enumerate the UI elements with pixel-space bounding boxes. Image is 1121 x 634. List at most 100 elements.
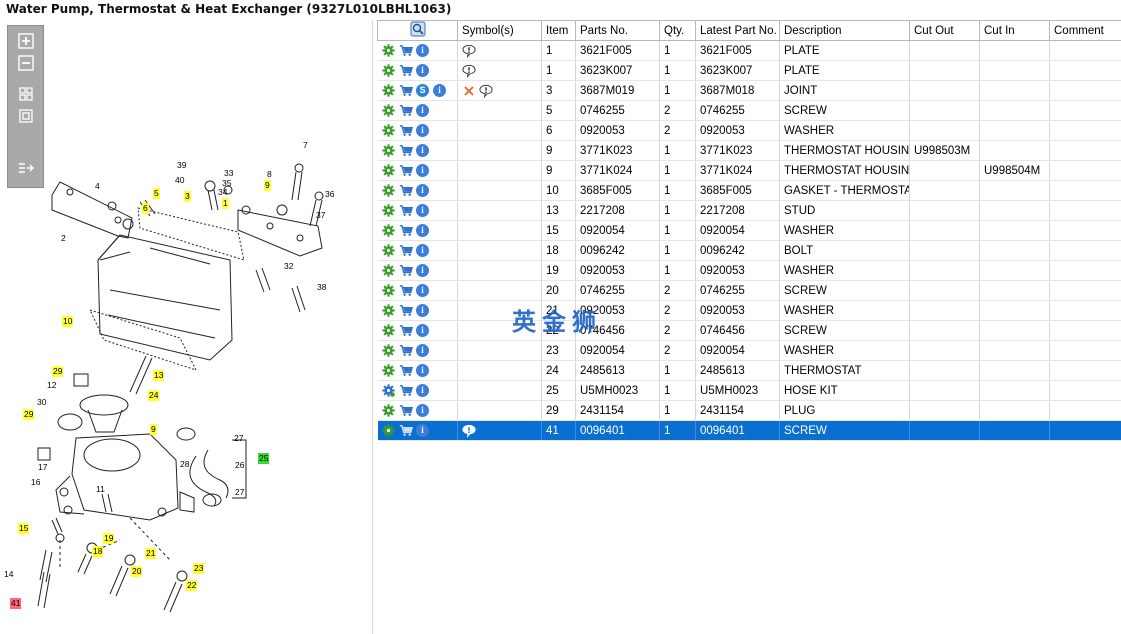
gear-icon[interactable]	[382, 124, 396, 138]
info-icon[interactable]: i	[416, 324, 430, 338]
gear-icon[interactable]	[382, 344, 396, 358]
callout-23[interactable]: 23	[193, 563, 205, 574]
callout-15[interactable]: 15	[18, 523, 30, 534]
callout-10[interactable]: 10	[62, 316, 74, 327]
info-icon[interactable]: i	[416, 364, 430, 378]
info-icon[interactable]: i	[416, 284, 430, 298]
cart-icon[interactable]	[399, 384, 413, 398]
table-row[interactable]: i 24 2485613 1 2485613 THERMOSTAT	[377, 360, 1121, 381]
note-icon[interactable]	[462, 424, 476, 438]
column-header-actions[interactable]	[377, 20, 458, 41]
zoom-in-icon[interactable]	[17, 33, 35, 49]
discontinued-icon[interactable]	[462, 84, 476, 98]
info-icon[interactable]: i	[416, 104, 430, 118]
info-icon[interactable]: i	[416, 224, 430, 238]
cart-icon[interactable]	[399, 44, 413, 58]
gear-icon[interactable]	[382, 224, 396, 238]
zoom-out-icon[interactable]	[17, 55, 35, 71]
callout-20[interactable]: 20	[131, 566, 143, 577]
info-icon[interactable]: i	[416, 404, 430, 418]
gear-icon[interactable]	[382, 364, 396, 378]
table-row[interactable]: i 18 0096242 1 0096242 BOLT	[377, 240, 1121, 261]
column-header-qty[interactable]: Qty.	[659, 20, 696, 41]
table-row[interactable]: i 22 0746456 2 0746456 SCREW	[377, 320, 1121, 341]
callout-13[interactable]: 13	[153, 370, 165, 381]
table-row[interactable]: i 5 0746255 2 0746255 SCREW	[377, 100, 1121, 121]
export-icon[interactable]	[17, 161, 35, 177]
table-row[interactable]: i 41 0096401 1 0096401 SCREW	[377, 420, 1121, 441]
callout-6[interactable]: 6	[142, 203, 149, 214]
callout-29[interactable]: 29	[52, 366, 64, 377]
gear-icon[interactable]	[382, 424, 396, 438]
info-icon[interactable]: i	[416, 164, 430, 178]
cart-icon[interactable]	[399, 64, 413, 78]
column-header-parts-no[interactable]: Parts No.	[575, 20, 660, 41]
gear-icon[interactable]	[382, 324, 396, 338]
table-row[interactable]: i 25 U5MH0023 1 U5MH0023 HOSE KIT	[377, 380, 1121, 401]
callout-25[interactable]: 25	[258, 453, 270, 464]
gear-icon[interactable]	[382, 264, 396, 278]
column-header-cut-in[interactable]: Cut In	[979, 20, 1050, 41]
gear-icon[interactable]	[382, 184, 396, 198]
column-header-cut-out[interactable]: Cut Out	[909, 20, 980, 41]
column-header-item[interactable]: Item	[541, 20, 576, 41]
table-row[interactable]: i 23 0920054 2 0920054 WASHER	[377, 340, 1121, 361]
table-row[interactable]: i 9 3771K024 1 3771K024 THERMOSTAT HOUSING U99…	[377, 160, 1121, 181]
cart-icon[interactable]	[399, 204, 413, 218]
info-icon[interactable]: i	[416, 44, 430, 58]
cart-icon[interactable]	[399, 164, 413, 178]
note-icon[interactable]	[479, 84, 493, 98]
info-icon[interactable]: i	[416, 244, 430, 258]
cart-icon[interactable]	[399, 224, 413, 238]
gear-icon[interactable]	[382, 64, 396, 78]
gear-icon[interactable]	[382, 44, 396, 58]
cart-icon[interactable]	[399, 344, 413, 358]
info-icon[interactable]: i	[416, 344, 430, 358]
table-row[interactable]: i 13 2217208 1 2217208 STUD	[377, 200, 1121, 221]
cart-icon[interactable]	[399, 404, 413, 418]
table-row[interactable]: i 19 0920053 1 0920053 WASHER	[377, 260, 1121, 281]
table-row[interactable]: i 21 0920053 2 0920053 WASHER	[377, 300, 1121, 321]
cart-icon[interactable]	[399, 264, 413, 278]
table-row[interactable]: i 15 0920054 1 0920054 WASHER	[377, 220, 1121, 241]
fit-all-icon[interactable]	[17, 86, 35, 102]
callout-24[interactable]: 24	[148, 390, 160, 401]
cart-icon[interactable]	[399, 184, 413, 198]
supersession-icon[interactable]: S	[416, 84, 430, 98]
callout-3[interactable]: 3	[184, 191, 191, 202]
gear-icon[interactable]	[382, 164, 396, 178]
callout-9[interactable]: 9	[264, 180, 271, 191]
info-icon[interactable]: i	[416, 144, 430, 158]
table-row[interactable]: i 29 2431154 1 2431154 PLUG	[377, 400, 1121, 421]
info-icon[interactable]: i	[416, 384, 430, 398]
callout-5[interactable]: 5	[153, 188, 160, 199]
cart-icon[interactable]	[399, 284, 413, 298]
column-header-symbols[interactable]: Symbol(s)	[457, 20, 542, 41]
table-row[interactable]: i 9 3771K023 1 3771K023 THERMOSTAT HOUSING U99…	[377, 140, 1121, 161]
gear-icon[interactable]	[382, 84, 396, 98]
gear-icon[interactable]	[382, 144, 396, 158]
note-icon[interactable]	[462, 44, 476, 58]
cart-icon[interactable]	[399, 84, 413, 98]
gear-icon[interactable]	[382, 204, 396, 218]
table-row[interactable]: i 6 0920053 2 0920053 WASHER	[377, 120, 1121, 141]
gear-icon[interactable]	[382, 304, 396, 318]
fit-window-icon[interactable]	[17, 108, 35, 124]
info-icon[interactable]: i	[416, 204, 430, 218]
cart-icon[interactable]	[399, 364, 413, 378]
parts-grid[interactable]: Symbol(s) Item Parts No. Qty. Latest Par…	[377, 20, 1121, 441]
callout-22[interactable]: 22	[186, 580, 198, 591]
info-icon[interactable]: i	[416, 124, 430, 138]
cart-icon[interactable]	[399, 424, 413, 438]
gear-icon[interactable]	[382, 104, 396, 118]
callout-21[interactable]: 21	[145, 548, 157, 559]
column-header-description[interactable]: Description	[779, 20, 910, 41]
info-icon[interactable]: i	[433, 84, 447, 98]
callout-41[interactable]: 41	[10, 598, 22, 609]
cart-icon[interactable]	[399, 304, 413, 318]
callout-19[interactable]: 19	[103, 533, 115, 544]
callout-1[interactable]: 1	[222, 198, 229, 209]
note-icon[interactable]	[462, 64, 476, 78]
gear-icon[interactable]	[382, 404, 396, 418]
